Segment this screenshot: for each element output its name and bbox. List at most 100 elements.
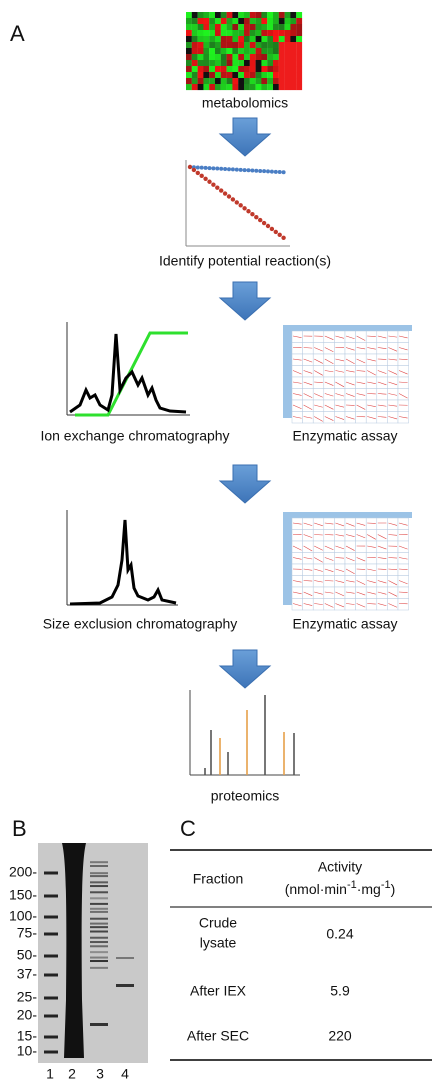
blue-point bbox=[262, 169, 266, 173]
heatmap-cell bbox=[238, 30, 244, 36]
heatmap-cell bbox=[285, 30, 291, 36]
activity-table: Fraction Activity (nmol·min-1·mg-1) Crud… bbox=[170, 850, 432, 1060]
blue-point bbox=[247, 168, 251, 172]
blue-point bbox=[200, 166, 204, 170]
red-point bbox=[203, 177, 207, 181]
plate-well bbox=[292, 400, 303, 412]
heatmap-cell bbox=[198, 66, 204, 72]
plate-well bbox=[324, 553, 335, 565]
heatmap-cell bbox=[203, 42, 209, 48]
heatmap-cell bbox=[198, 48, 204, 54]
heatmap-cell bbox=[261, 18, 267, 24]
panel-label: C bbox=[180, 816, 196, 841]
lane-band bbox=[90, 911, 108, 913]
heatmap-cell bbox=[238, 60, 244, 66]
heatmap-cell bbox=[186, 84, 192, 90]
step-label: metabolomics bbox=[202, 95, 288, 111]
heatmap-cell bbox=[279, 54, 285, 60]
plate-well bbox=[334, 599, 345, 611]
step-label: Enzymatic assay bbox=[292, 428, 397, 444]
heatmap-cell bbox=[215, 18, 221, 24]
heatmap-cell bbox=[273, 42, 279, 48]
heatmap-cell bbox=[250, 54, 256, 60]
heatmap-cell bbox=[209, 84, 215, 90]
heatmap-cell bbox=[232, 42, 238, 48]
heatmap-cell bbox=[198, 12, 204, 18]
heatmap-cell bbox=[227, 66, 233, 72]
ladder-label: 200- bbox=[9, 864, 37, 880]
plate-well bbox=[345, 354, 356, 366]
heatmap-cell bbox=[244, 66, 250, 72]
step-label: Identify potential reaction(s) bbox=[159, 253, 331, 269]
plate-well bbox=[377, 366, 388, 378]
plate-well bbox=[303, 331, 314, 343]
plate-well bbox=[345, 564, 356, 576]
plate-well bbox=[292, 530, 303, 542]
ladder-label: 25- bbox=[17, 989, 38, 1005]
heatmap-cell bbox=[290, 60, 296, 66]
plate-well bbox=[303, 587, 314, 599]
heatmap-cell bbox=[285, 66, 291, 72]
heatmap-cell bbox=[203, 12, 209, 18]
plate-well bbox=[292, 564, 303, 576]
heatmap-cell bbox=[296, 42, 302, 48]
plate-well bbox=[303, 377, 314, 389]
heatmap-cell bbox=[232, 60, 238, 66]
plate-well bbox=[345, 377, 356, 389]
down-arrow bbox=[220, 282, 270, 320]
heatmap-cell bbox=[186, 78, 192, 84]
plate-well bbox=[398, 400, 409, 412]
heatmap-cell bbox=[267, 72, 273, 78]
heatmap-cell bbox=[192, 12, 198, 18]
heatmap-cell bbox=[279, 30, 285, 36]
heatmap-cell bbox=[261, 84, 267, 90]
heatmap-cell bbox=[232, 24, 238, 30]
heatmap-cell bbox=[221, 42, 227, 48]
heatmap-cell bbox=[215, 42, 221, 48]
heatmap-cell bbox=[279, 72, 285, 78]
heatmap-cell bbox=[279, 48, 285, 54]
heatmap-cell bbox=[279, 36, 285, 42]
heatmap-cell bbox=[285, 84, 291, 90]
heatmap-cell bbox=[279, 18, 285, 24]
heatmap-cell bbox=[186, 48, 192, 54]
ladder-label: 75- bbox=[17, 925, 38, 941]
heatmap-cell bbox=[285, 72, 291, 78]
red-point bbox=[258, 218, 262, 222]
heatmap-cell bbox=[290, 24, 296, 30]
blue-point bbox=[235, 168, 239, 172]
heatmap-cell bbox=[209, 72, 215, 78]
lane-band bbox=[90, 931, 108, 933]
heatmap-cell bbox=[238, 78, 244, 84]
heatmap-cell bbox=[186, 30, 192, 36]
heatmap-cell bbox=[209, 66, 215, 72]
lane-band bbox=[90, 967, 108, 969]
heatmap-cell bbox=[267, 12, 273, 18]
heatmap-cell bbox=[221, 54, 227, 60]
lane-label: 4 bbox=[121, 1066, 129, 1082]
heatmap-cell bbox=[198, 36, 204, 42]
red-point bbox=[219, 188, 223, 192]
heatmap-cell bbox=[238, 66, 244, 72]
heatmap-cell bbox=[186, 12, 192, 18]
heatmap-cell bbox=[279, 84, 285, 90]
lane-band bbox=[90, 872, 108, 874]
heatmap-cell bbox=[238, 42, 244, 48]
plate-well bbox=[366, 518, 377, 530]
heatmap-cell bbox=[285, 12, 291, 18]
heatmap-cell bbox=[203, 78, 209, 84]
heatmap-cell bbox=[290, 42, 296, 48]
heatmap-cell bbox=[186, 24, 192, 30]
heatmap-cell bbox=[238, 72, 244, 78]
heatmap-cell bbox=[279, 60, 285, 66]
spectrum bbox=[190, 690, 300, 775]
heatmap-cell bbox=[203, 60, 209, 66]
panel-label: B bbox=[12, 816, 27, 841]
red-point bbox=[231, 197, 235, 201]
red-point bbox=[207, 180, 211, 184]
ladder-band bbox=[44, 974, 58, 977]
heatmap-cell bbox=[198, 60, 204, 66]
heatmap-cell bbox=[238, 24, 244, 30]
lane-band bbox=[90, 923, 108, 925]
heatmap-cell bbox=[209, 48, 215, 54]
